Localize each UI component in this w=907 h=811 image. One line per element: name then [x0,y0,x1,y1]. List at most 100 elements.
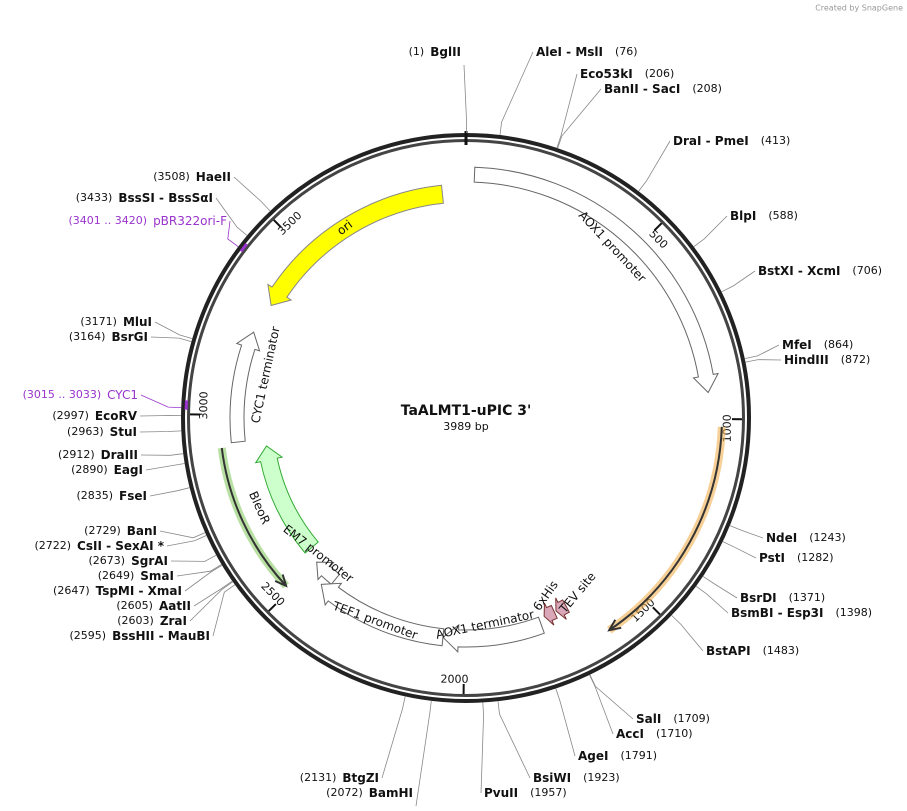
feature-label: TEF1 promoter [330,598,419,642]
site-label: (3171) MluI [80,315,152,329]
site-name: FseI [119,489,147,503]
leader-line [212,584,236,637]
site-label: (2963) StuI [67,425,137,439]
site-position: (706) [852,264,882,277]
site-position: (2131) [300,771,337,784]
marker-segment [239,242,248,253]
site-label: AccI (1710) [616,727,693,741]
site-position: (1709) [673,712,710,725]
feature-arrow [473,166,720,394]
site-name: BsrGI [111,330,148,344]
leader-line [555,688,576,757]
site-label: (1) BglII [409,45,461,59]
site-name: HaeII [196,170,231,184]
ruler-tick [268,603,277,612]
leader-line [744,344,780,359]
site-position: (2649) [98,569,135,582]
site-name: BanII - SacI [604,82,680,96]
site-label: (2729) BanI [84,524,157,538]
site-name: pBR322ori-F [153,214,227,228]
ruler-label: 3000 [197,391,210,419]
site-name: PstI [759,551,785,565]
leader-line [480,702,485,794]
site-name: StuI [110,425,137,439]
site-name: EcoRV [95,409,138,423]
leader-line [139,430,182,433]
site-label: (2072) BamHI [326,786,413,800]
site-name: BglII [430,45,461,59]
feature-arrow [320,582,445,647]
leader-line [170,554,217,562]
site-position: (1282) [797,551,834,564]
site-label: (2673) SgrAI [89,554,168,568]
leader-line [176,564,222,577]
site-label: (2603) ZraI [117,614,187,628]
site-label: (2605) AatII [116,599,191,613]
site-name: AatII [159,599,191,613]
site-position: (1483) [763,644,800,657]
leader-line [159,530,206,539]
site-name: SalI [636,712,661,726]
feature-arrow [267,184,444,307]
site-position: (2890) [71,463,108,476]
site-label: AgeI (1791) [578,749,657,763]
site-name: TspMI - XmaI [96,584,182,598]
site-name: SmaI [140,569,174,583]
feature-label: BleoR [246,489,273,526]
site-position: (3015 .. 3033) [23,388,102,401]
leader-line [589,674,634,720]
feature-arrow [316,561,341,586]
site-name: BssHII - MauBI [112,629,210,643]
site-name: BstAPI [706,644,751,658]
ruler-tick [653,222,663,232]
site-label: BlpI (588) [730,209,798,223]
site-name: AgeI [578,749,608,763]
site-label: AleI - MslI (76) [536,45,638,59]
leader-line [702,575,738,599]
site-label: (2912) DraIII [58,448,138,462]
site-label: (2649) SmaI [98,569,174,583]
site-label: (2835) FseI [76,489,147,503]
leader-line [745,359,782,363]
site-position: (2603) [117,614,154,627]
site-label: SalI (1709) [636,712,710,726]
site-position: (588) [768,209,798,222]
site-position: (3401 .. 3420) [69,214,148,227]
site-position: (1957) [530,786,567,799]
site-name: CYC1 [107,388,138,402]
feature-arrow [555,597,570,620]
site-position: (1371) [789,591,826,604]
site-label: (3433) BssSI - BssSαI [76,191,213,205]
site-name: MluI [123,315,152,329]
leader-line [556,73,578,149]
leader-line [166,535,207,547]
site-name: AleI - MslI [536,45,603,59]
site-name: DraIII [101,448,138,462]
site-position: (2997) [52,409,89,422]
site-label: (3164) BsrGI [69,330,148,344]
marker-label: (3401 .. 3420) pBR322ori-F [69,214,228,228]
leader-line [638,140,671,192]
leader-line [499,51,534,136]
site-label: (2997) EcoRV [52,409,137,423]
leader-line [154,321,193,339]
site-position: (1398) [835,606,872,619]
site-name: BamHI [369,786,413,800]
site-name: BsmBI - Esp3I [731,606,823,620]
site-label: (2131) BtgZI [300,771,379,785]
feature-label: TEV site [556,570,599,617]
orf-line-glow [606,426,726,634]
leader-line [145,463,185,471]
site-name: NdeI [766,531,797,545]
leader-line [149,487,190,497]
site-position: (2963) [67,425,104,438]
site-label: PvuII (1957) [484,786,567,800]
orf-line-head [274,574,288,588]
leader-line [227,220,239,248]
leader-line [189,581,234,622]
leader-line [233,176,271,212]
site-name: SgrAI [131,554,168,568]
ruler-tick [652,606,661,616]
site-position: (3171) [80,315,117,328]
site-label: BsmBI - Esp3I (1398) [731,606,872,620]
